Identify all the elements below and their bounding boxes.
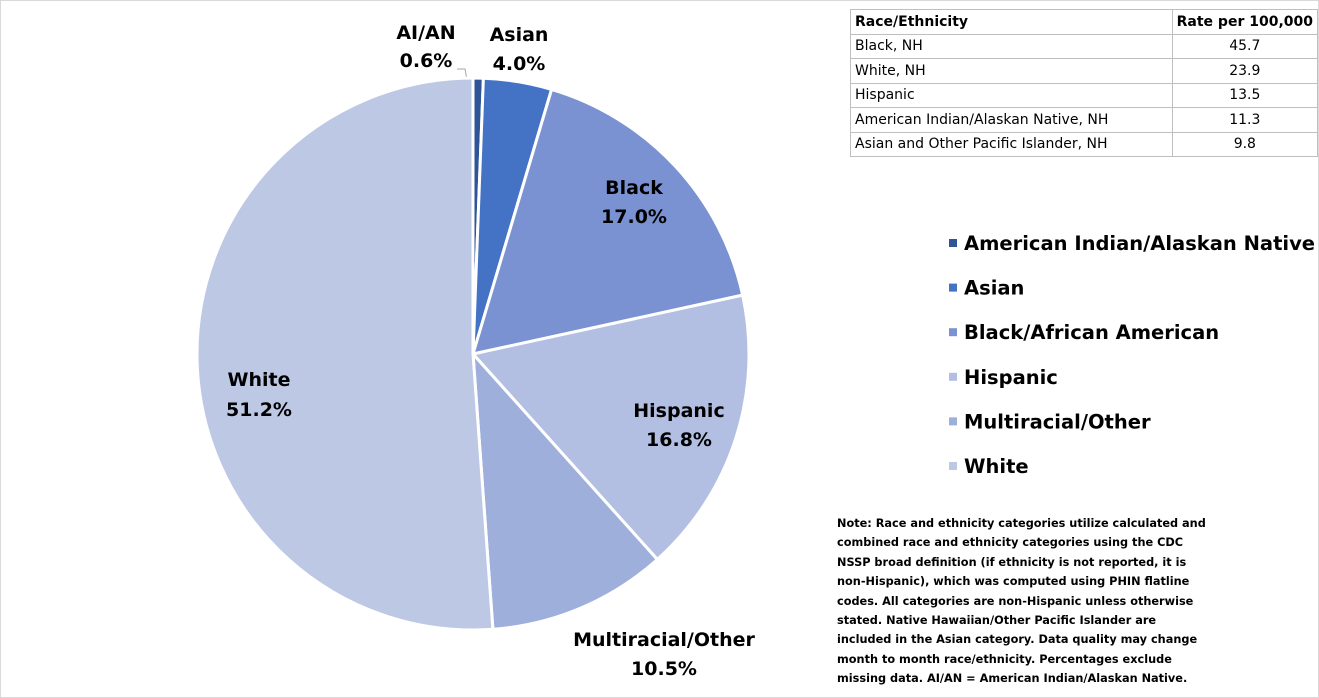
slice-label: Asian (490, 24, 549, 46)
slice-value-label: 16.8% (646, 429, 712, 451)
legend-label: Black/African American (964, 321, 1219, 344)
pie-slice (195, 76, 495, 632)
pie-slice (471, 352, 659, 631)
legend-swatch (949, 462, 957, 470)
table-cell: 45.7 (1171, 33, 1318, 59)
leader-line (457, 68, 468, 81)
legend-swatch (949, 417, 957, 426)
table-cell: Asian and Other Pacific Islander, NH (850, 131, 1173, 157)
table-cell: Black, NH (850, 33, 1173, 59)
legend-swatch (949, 372, 957, 381)
legend-label: Multiracial/Other (964, 410, 1151, 433)
table-cell: 9.8 (1171, 131, 1318, 157)
table-row: American Indian/Alaskan Native, NH 11.3 (850, 107, 1318, 133)
legend-swatch (949, 283, 957, 292)
legend-label: American Indian/Alaskan Native (964, 232, 1315, 255)
table-header: Race/Ethnicity Rate per 100,000 (850, 9, 1318, 35)
slice-label: Multiracial/Other (573, 629, 755, 651)
rate-table: Race/Ethnicity Rate per 100,000 Black, N… (850, 9, 1318, 157)
legend-swatch (949, 239, 957, 247)
note: Note: Race and ethnicity categories util… (837, 517, 1206, 686)
legend-swatch (949, 328, 957, 337)
table-row: White, NH 23.9 (850, 58, 1318, 84)
table-cell: 11.3 (1171, 107, 1318, 133)
slice-value-label: 17.0% (601, 206, 667, 228)
pie-slice (471, 87, 745, 356)
slice-value-label: 4.0% (493, 53, 546, 75)
legend-label: Hispanic (964, 366, 1058, 389)
slice-label: Black (605, 177, 663, 199)
header-cell: Rate per 100,000 (1171, 9, 1318, 35)
slice-value-label: 51.2% (226, 399, 292, 421)
legend-label: White (964, 455, 1029, 478)
table-cell: White, NH (850, 58, 1173, 84)
legend-label: Asian (964, 277, 1024, 300)
table-cell: Hispanic (850, 82, 1173, 108)
slice-value-label: 0.6% (400, 50, 453, 72)
table-row: Black, NH 45.7 (850, 33, 1318, 59)
pie-slice (471, 293, 751, 561)
slice-value-label: 10.5% (631, 658, 697, 680)
header-cell: Race/Ethnicity (850, 9, 1173, 35)
table-cell: 13.5 (1171, 82, 1318, 108)
slice-label: Hispanic (633, 400, 724, 422)
slice-label: AI/AN (396, 22, 455, 44)
slice-label: White (228, 369, 291, 391)
table-row: Asian and Other Pacific Islander, NH 9.8 (850, 131, 1318, 157)
table-cell: 23.9 (1171, 58, 1318, 84)
table-row: Hispanic 13.5 (850, 82, 1318, 108)
table-cell: American Indian/Alaskan Native, NH (850, 107, 1173, 133)
